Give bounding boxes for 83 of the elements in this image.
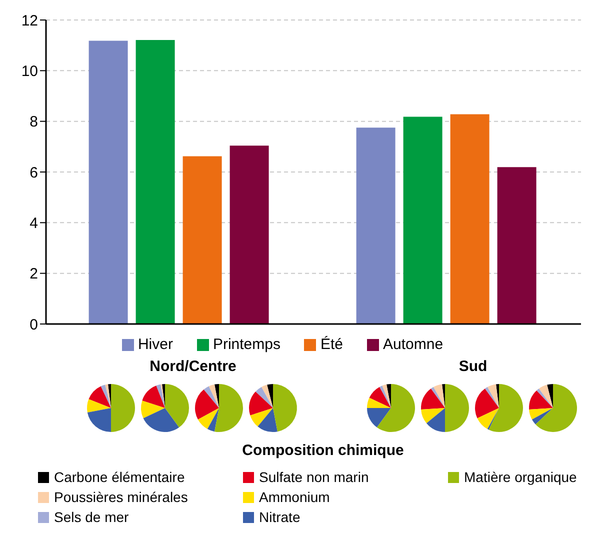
legend-label: Poussières minérales bbox=[54, 489, 188, 505]
pie-slice bbox=[367, 408, 391, 428]
legend-label: Printemps bbox=[212, 336, 280, 353]
text: Sud bbox=[458, 358, 488, 375]
pie-slice bbox=[529, 408, 553, 420]
pie-slice bbox=[250, 408, 273, 426]
pie-slice bbox=[421, 388, 445, 410]
y-tick-label: 0 bbox=[30, 316, 38, 334]
y-tick-label: 8 bbox=[30, 114, 38, 131]
pie-slice bbox=[536, 388, 553, 408]
pie-slice bbox=[100, 384, 111, 408]
pie-slice bbox=[87, 399, 111, 412]
pie-slice bbox=[273, 384, 297, 432]
pie-slice bbox=[256, 386, 273, 408]
pie-slice bbox=[249, 392, 273, 416]
y-tick-label: 4 bbox=[30, 214, 38, 232]
pie-slice bbox=[141, 400, 165, 418]
pie-slice bbox=[487, 408, 499, 430]
bar bbox=[88, 40, 128, 324]
legend-label: Été bbox=[320, 336, 343, 353]
legend-label: Sels de mer bbox=[54, 509, 129, 525]
pie-slice bbox=[379, 386, 391, 408]
pie-slice bbox=[207, 408, 219, 432]
bar bbox=[136, 40, 175, 324]
pie-slice bbox=[487, 384, 499, 408]
bar bbox=[403, 116, 442, 324]
legend-label: Sulfate non marin bbox=[259, 469, 369, 485]
legend-label: Automne bbox=[383, 336, 444, 353]
pie-slice bbox=[143, 408, 180, 432]
pie-slice bbox=[529, 390, 553, 410]
pie-slice bbox=[430, 386, 445, 408]
pie-slice bbox=[442, 384, 445, 408]
pie-slice bbox=[369, 386, 391, 408]
bar bbox=[356, 128, 396, 324]
pie-slice bbox=[421, 408, 445, 424]
pie-slice bbox=[208, 384, 219, 408]
pie-slice bbox=[496, 384, 499, 408]
legend-label: Carbone élémentaire bbox=[54, 469, 185, 485]
pie-slice bbox=[195, 390, 219, 420]
legend-title: Composition chimique bbox=[241, 442, 405, 459]
pie-slice bbox=[484, 386, 499, 408]
bar bbox=[230, 146, 269, 324]
y-tick-label: 12 bbox=[21, 12, 38, 30]
pie-slice bbox=[214, 384, 219, 408]
pie-slice bbox=[426, 408, 445, 432]
pie-slice bbox=[258, 408, 278, 432]
pie-slice bbox=[111, 384, 135, 432]
pie-slice bbox=[88, 386, 111, 408]
legend-label: Matière organique bbox=[464, 469, 577, 485]
y-tick-label: 10 bbox=[21, 62, 38, 80]
pie-slice bbox=[536, 384, 577, 432]
pie-slice bbox=[376, 384, 415, 432]
pie-slice bbox=[267, 384, 273, 408]
pie-slice bbox=[382, 384, 391, 408]
pie-slice bbox=[142, 386, 165, 408]
bar bbox=[497, 167, 536, 324]
pie-slice bbox=[261, 384, 273, 408]
legend-label: Nitrate bbox=[259, 509, 300, 525]
pie-slice bbox=[445, 384, 469, 432]
pie-slice bbox=[156, 384, 165, 408]
pie-slice bbox=[367, 398, 391, 408]
pie-slice bbox=[204, 386, 219, 408]
legend-label: Ammonium bbox=[259, 489, 330, 505]
pie-slice bbox=[386, 384, 391, 408]
pie-slice bbox=[547, 384, 553, 408]
pie-slice bbox=[108, 384, 111, 408]
legend-label: Hiver bbox=[138, 336, 173, 353]
pie-slice bbox=[165, 384, 189, 428]
pie-slice bbox=[87, 408, 111, 432]
bar bbox=[182, 156, 222, 324]
pie-slice bbox=[433, 384, 445, 408]
y-tick-label: 6 bbox=[30, 164, 38, 182]
pie-slice bbox=[475, 388, 499, 418]
chart-title: Nord/Centre bbox=[148, 358, 238, 375]
pie-slice bbox=[214, 384, 243, 432]
pie-slice bbox=[105, 384, 111, 408]
pie-slice bbox=[488, 384, 523, 432]
pie-slice bbox=[532, 408, 553, 424]
pie-slice bbox=[198, 408, 219, 430]
y-tick-label: 2 bbox=[30, 266, 38, 283]
pie-slice bbox=[477, 408, 499, 430]
pie-slice bbox=[538, 384, 553, 408]
bar bbox=[450, 114, 490, 324]
